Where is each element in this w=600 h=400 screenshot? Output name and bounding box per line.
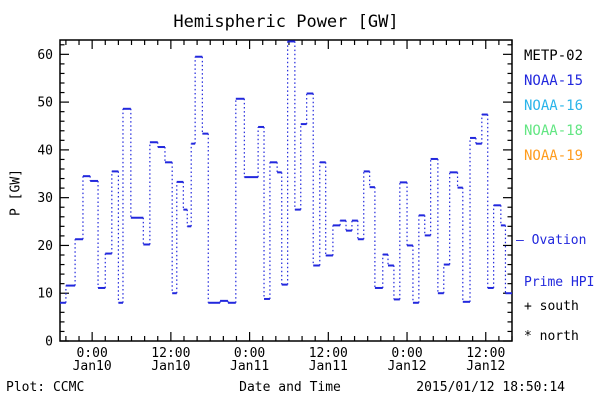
legend-item-noaa-19: NOAA-19 (524, 148, 584, 164)
north-marker-label: * north (524, 329, 579, 344)
hemisphere-marker-key: + south * north (524, 299, 579, 344)
legend-item-noaa-16: NOAA-16 (524, 98, 584, 114)
svg-text:Jan12: Jan12 (387, 359, 426, 374)
plot-timestamp: 2015/01/12 18:50:14 (416, 380, 565, 395)
svg-text:60: 60 (37, 48, 53, 63)
svg-text:12:00: 12:00 (309, 346, 348, 361)
svg-text:10: 10 (37, 287, 53, 302)
legend-item-metp-02: METP-02 (524, 48, 584, 64)
svg-text:20: 20 (37, 239, 53, 254)
svg-text:Jan11: Jan11 (230, 359, 269, 374)
svg-text:0:00: 0:00 (234, 346, 265, 361)
svg-text:12:00: 12:00 (151, 346, 190, 361)
svg-text:Jan12: Jan12 (466, 359, 505, 374)
svg-text:Jan11: Jan11 (309, 359, 348, 374)
x-axis-label: Date and Time (239, 380, 341, 395)
svg-text:Jan10: Jan10 (151, 359, 190, 374)
satellite-legend: METP-02 NOAA-15 NOAA-16 NOAA-18 NOAA-19 (524, 44, 583, 169)
legend-item-noaa-15: NOAA-15 (524, 73, 584, 89)
south-marker-label: + south (524, 299, 579, 314)
line-sample-icon: — (516, 233, 524, 248)
svg-text:0: 0 (45, 335, 53, 350)
svg-text:Jan10: Jan10 (73, 359, 112, 374)
chart-title: Hemispheric Power [GW] (173, 12, 399, 32)
ovation-prime-hpi-label: — Ovation Prime HPI (516, 233, 595, 290)
svg-text:0:00: 0:00 (76, 346, 107, 361)
svg-text:12:00: 12:00 (466, 346, 505, 361)
svg-text:50: 50 (37, 96, 53, 111)
svg-text:30: 30 (37, 191, 53, 206)
svg-text:40: 40 (37, 143, 53, 158)
legend-item-noaa-18: NOAA-18 (524, 123, 584, 139)
plot-credit: Plot: CCMC (6, 380, 85, 395)
svg-text:0:00: 0:00 (391, 346, 422, 361)
